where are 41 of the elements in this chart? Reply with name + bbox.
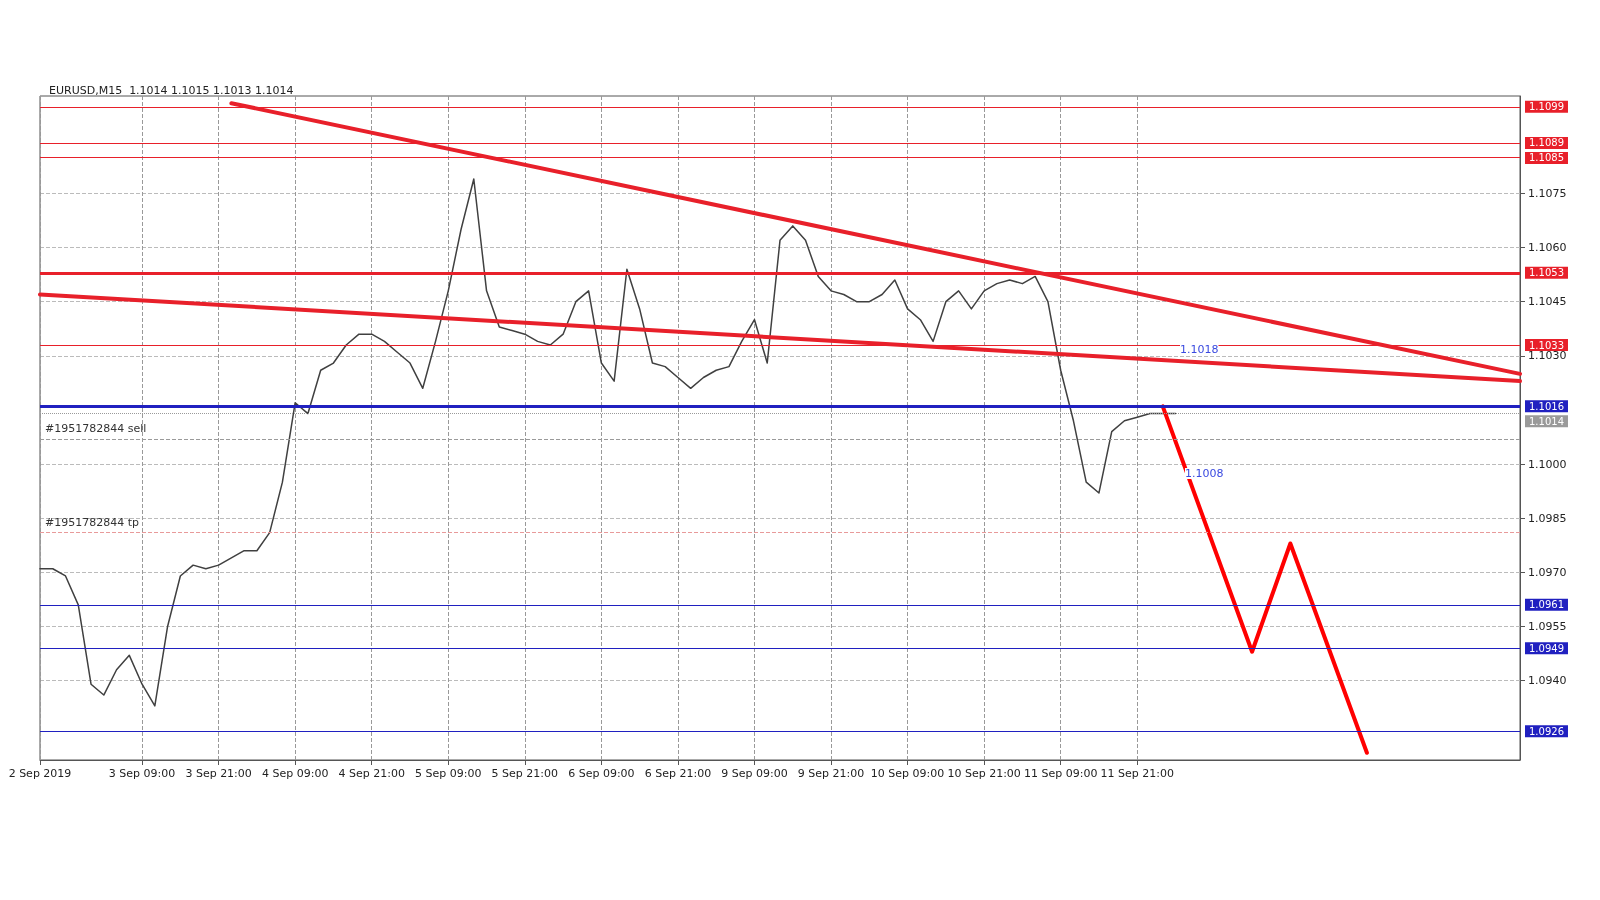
x-tick-label: 6 Sep 09:00 — [568, 767, 635, 780]
x-tick-label: 9 Sep 09:00 — [721, 767, 788, 780]
line-series — [1160, 404, 1369, 755]
ref-line-label: 1.1014 — [1529, 415, 1564, 427]
y-tick-label: 1.1075 — [1528, 186, 1567, 200]
ref-line-label: 1.0949 — [1529, 642, 1564, 654]
x-tick-label: 5 Sep 09:00 — [415, 767, 482, 780]
ref-line-label: 1.1033 — [1529, 339, 1564, 351]
y-tick-label: 1.1030 — [1528, 349, 1567, 363]
x-tick-label: 3 Sep 09:00 — [108, 767, 176, 780]
x-tick-label: 3 Sep 21:00 — [185, 767, 252, 780]
y-tick-label: 1.1000 — [1528, 457, 1567, 471]
line-series — [39, 178, 1177, 707]
x-tick-label: 11 Sep 21:00 — [1100, 767, 1174, 780]
ref-line-label: 1.1085 — [1529, 152, 1564, 164]
x-tick-label: 4 Sep 09:00 — [261, 767, 329, 780]
ref-line-label: 1.1089 — [1529, 137, 1564, 149]
chart-title: EURUSD,M15 1.1014 1.1015 1.1013 1.1014 — [49, 84, 294, 97]
x-tick-label: 11 Sep 09:00 — [1023, 767, 1098, 780]
ref-line-label: 1.1016 — [1529, 400, 1564, 412]
x-tick-label: 10 Sep 09:00 — [870, 767, 945, 780]
x-tick-label: 10 Sep 21:00 — [947, 767, 1021, 780]
x-tick-label: 4 Sep 21:00 — [338, 767, 405, 780]
y-tick-label: 1.1045 — [1528, 295, 1567, 309]
y-tick-label: 1.0940 — [1528, 674, 1567, 688]
ref-line-label: #1951782844 sell — [45, 421, 147, 435]
ref-line-label: 1.1053 — [1529, 267, 1564, 279]
y-tick-label: 1.0985 — [1528, 511, 1567, 525]
x-tick-label: 5 Sep 21:00 — [491, 767, 559, 780]
y-tick-label: 1.1060 — [1528, 241, 1567, 255]
x-tick-label: 2 Sep 2019 — [8, 767, 72, 780]
x-tick-label: 6 Sep 21:00 — [644, 767, 712, 780]
ref-line-label: #1951782844 tp — [45, 515, 140, 529]
x-tick-label: 9 Sep 21:00 — [797, 767, 865, 780]
y-tick-label: 1.0970 — [1528, 565, 1567, 579]
ref-line-label: 1.0926 — [1529, 725, 1564, 737]
y-tick-label: 1.0955 — [1528, 619, 1567, 633]
annotation: 1.1018 — [1180, 343, 1219, 356]
ref-line-label: 1.1099 — [1529, 101, 1564, 113]
annotation: 1.1008 — [1185, 467, 1224, 480]
ref-line-label: 1.0961 — [1529, 599, 1564, 611]
